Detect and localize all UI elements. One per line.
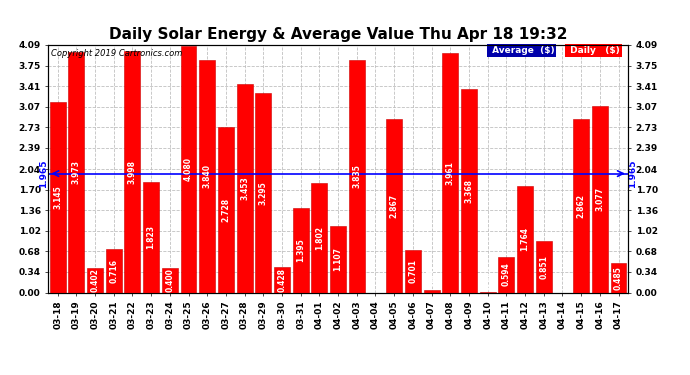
Bar xyxy=(498,256,514,292)
Text: Daily   ($): Daily ($) xyxy=(567,46,620,55)
Text: 0.716: 0.716 xyxy=(109,259,118,283)
Text: 3.835: 3.835 xyxy=(353,165,362,188)
Text: 3.295: 3.295 xyxy=(259,181,268,205)
Text: 1.823: 1.823 xyxy=(147,225,156,249)
Bar xyxy=(573,119,589,292)
Text: 3.145: 3.145 xyxy=(53,186,62,209)
Bar xyxy=(199,60,215,292)
Text: 0.485: 0.485 xyxy=(614,266,623,290)
Bar xyxy=(611,263,627,292)
Text: 4.080: 4.080 xyxy=(184,157,193,181)
Text: 1.395: 1.395 xyxy=(296,238,305,262)
Title: Daily Solar Energy & Average Value Thu Apr 18 19:32: Daily Solar Energy & Average Value Thu A… xyxy=(109,27,567,42)
Text: 1.802: 1.802 xyxy=(315,226,324,250)
Bar xyxy=(405,250,421,292)
Text: 0.701: 0.701 xyxy=(408,259,417,283)
Text: 3.840: 3.840 xyxy=(203,164,212,188)
Bar xyxy=(68,52,84,292)
Bar xyxy=(517,186,533,292)
Text: 0.047: 0.047 xyxy=(427,262,436,286)
Text: 0.402: 0.402 xyxy=(90,268,99,292)
Text: 1.107: 1.107 xyxy=(333,247,343,271)
Text: 1.764: 1.764 xyxy=(520,227,529,251)
Text: 3.998: 3.998 xyxy=(128,159,137,183)
Bar xyxy=(461,89,477,292)
Text: 0.400: 0.400 xyxy=(166,268,175,292)
Bar xyxy=(50,102,66,292)
Text: 3.077: 3.077 xyxy=(595,188,604,211)
Text: 3.453: 3.453 xyxy=(240,176,249,200)
Text: 2.728: 2.728 xyxy=(221,198,230,222)
Text: 1.965: 1.965 xyxy=(628,159,637,188)
Bar xyxy=(386,119,402,292)
Text: 1.965: 1.965 xyxy=(39,159,48,188)
Bar xyxy=(237,84,253,292)
Bar xyxy=(311,183,327,292)
Text: 3.961: 3.961 xyxy=(446,161,455,184)
Bar xyxy=(349,60,365,292)
Text: 3.973: 3.973 xyxy=(72,160,81,184)
Text: Copyright 2019 Cartronics.com: Copyright 2019 Cartronics.com xyxy=(51,49,183,58)
Bar xyxy=(162,268,178,292)
Bar xyxy=(144,182,159,292)
Text: Average  ($): Average ($) xyxy=(489,46,555,55)
Text: 0.015: 0.015 xyxy=(483,265,492,289)
Bar xyxy=(124,51,140,292)
Text: 3.368: 3.368 xyxy=(464,178,473,203)
Bar xyxy=(255,93,271,292)
Bar xyxy=(106,249,121,292)
Bar xyxy=(424,290,440,292)
Bar xyxy=(330,225,346,292)
Bar xyxy=(592,106,608,292)
Bar xyxy=(181,46,197,292)
Text: 2.862: 2.862 xyxy=(577,194,586,218)
Bar xyxy=(536,241,552,292)
Bar xyxy=(293,208,308,292)
Text: 0.428: 0.428 xyxy=(277,267,286,291)
Text: 2.867: 2.867 xyxy=(390,194,399,218)
Text: 0.594: 0.594 xyxy=(502,262,511,286)
Bar xyxy=(274,267,290,292)
Bar xyxy=(442,53,458,292)
Text: 0.851: 0.851 xyxy=(540,255,549,279)
Bar xyxy=(87,268,103,292)
Bar xyxy=(218,128,234,292)
